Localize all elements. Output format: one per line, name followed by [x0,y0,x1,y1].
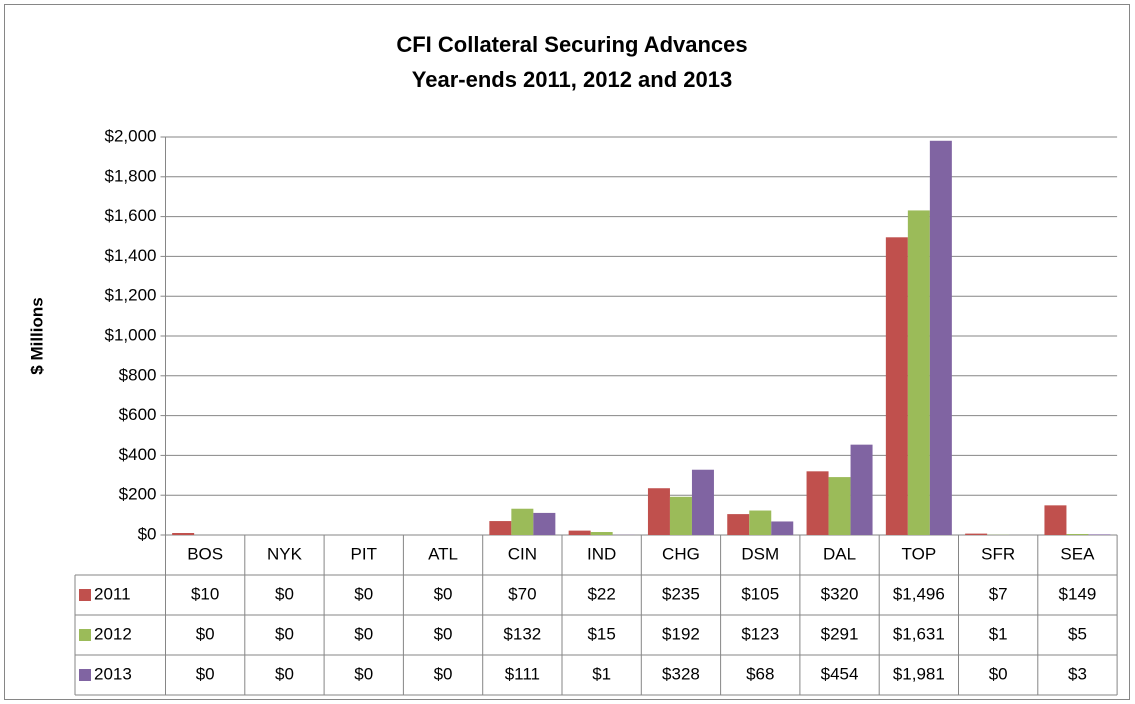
table-value: $1,981 [893,664,945,683]
x-tick-label: IND [587,544,616,563]
x-tick-label: CHG [662,544,700,563]
bar [929,140,952,535]
table-value: $454 [821,664,859,683]
bar [489,521,512,535]
bar [1044,505,1067,535]
table-value: $291 [821,624,859,643]
y-tick-label: $1,200 [105,286,157,305]
chart-border [4,4,1130,700]
table-value: $0 [989,664,1008,683]
table-value: $0 [354,664,373,683]
table-value: $3 [1068,664,1087,683]
chart-subtitle: Year-ends 2011, 2012 and 2013 [412,67,732,92]
table-value: $0 [434,664,453,683]
y-tick-label: $2,000 [105,126,157,145]
x-tick-label: BOS [187,544,223,563]
table-value: $0 [434,584,453,603]
x-tick-label: SFR [981,544,1015,563]
table-value: $132 [503,624,541,643]
y-axis-label: $ Millions [27,297,46,374]
legend-key [79,669,91,681]
bar [771,521,794,535]
bar [806,471,829,535]
y-tick-label: $800 [119,365,157,384]
bar [647,488,670,535]
bar [1066,534,1089,535]
table-value: $149 [1059,584,1097,603]
table-value: $320 [821,584,859,603]
bar [828,477,851,535]
bar [511,508,534,535]
table-value: $328 [662,664,700,683]
bar [965,533,988,535]
legend-label: 2013 [94,664,132,683]
legend-key [79,589,91,601]
bar [533,512,556,535]
y-tick-label: $1,400 [105,246,157,265]
y-tick-label: $0 [138,524,157,543]
table-value: $22 [587,584,615,603]
table-value: $0 [275,624,294,643]
table-value: $0 [275,664,294,683]
x-tick-label: ATL [428,544,458,563]
x-tick-label: DSM [741,544,779,563]
bar [850,444,873,535]
bar [691,469,714,535]
bar [568,530,591,535]
bar [590,532,613,535]
table-value: $111 [505,664,540,683]
bar [907,210,930,535]
bar [669,496,692,535]
table-value: $105 [741,584,779,603]
table-value: $1 [592,664,611,683]
x-tick-label: DAL [823,544,856,563]
table-value: $7 [989,584,1008,603]
legend-label: 2011 [94,584,131,603]
y-tick-label: $1,800 [105,166,157,185]
table-value: $0 [196,624,215,643]
y-tick-label: $400 [119,445,157,464]
bar [172,533,195,535]
table-value: $0 [434,624,453,643]
y-tick-label: $600 [119,405,157,424]
y-tick-label: $200 [119,485,157,504]
table-value: $10 [191,584,219,603]
legend-label: 2012 [94,624,132,643]
x-tick-label: TOP [902,544,937,563]
table-value: $0 [196,664,215,683]
table-value: $235 [662,584,700,603]
bar [727,514,750,535]
table-value: $5 [1068,624,1087,643]
chart-title: CFI Collateral Securing Advances [396,32,747,57]
x-tick-label: PIT [351,544,377,563]
y-tick-label: $1,600 [105,206,157,225]
table-value: $15 [587,624,615,643]
table-value: $1,631 [893,624,945,643]
bar [749,510,772,535]
table-value: $70 [508,584,536,603]
table-value: $1,496 [893,584,945,603]
table-value: $0 [354,624,373,643]
x-tick-label: CIN [508,544,537,563]
table-value: $68 [746,664,774,683]
legend-key [79,629,91,641]
y-tick-label: $1,000 [105,325,157,344]
table-value: $0 [354,584,373,603]
table-value: $192 [662,624,700,643]
table-value: $1 [989,624,1008,643]
bar [1088,534,1111,535]
table-value: $123 [741,624,779,643]
bar [885,237,908,535]
x-tick-label: NYK [267,544,303,563]
x-tick-label: SEA [1060,544,1095,563]
table-value: $0 [275,584,294,603]
